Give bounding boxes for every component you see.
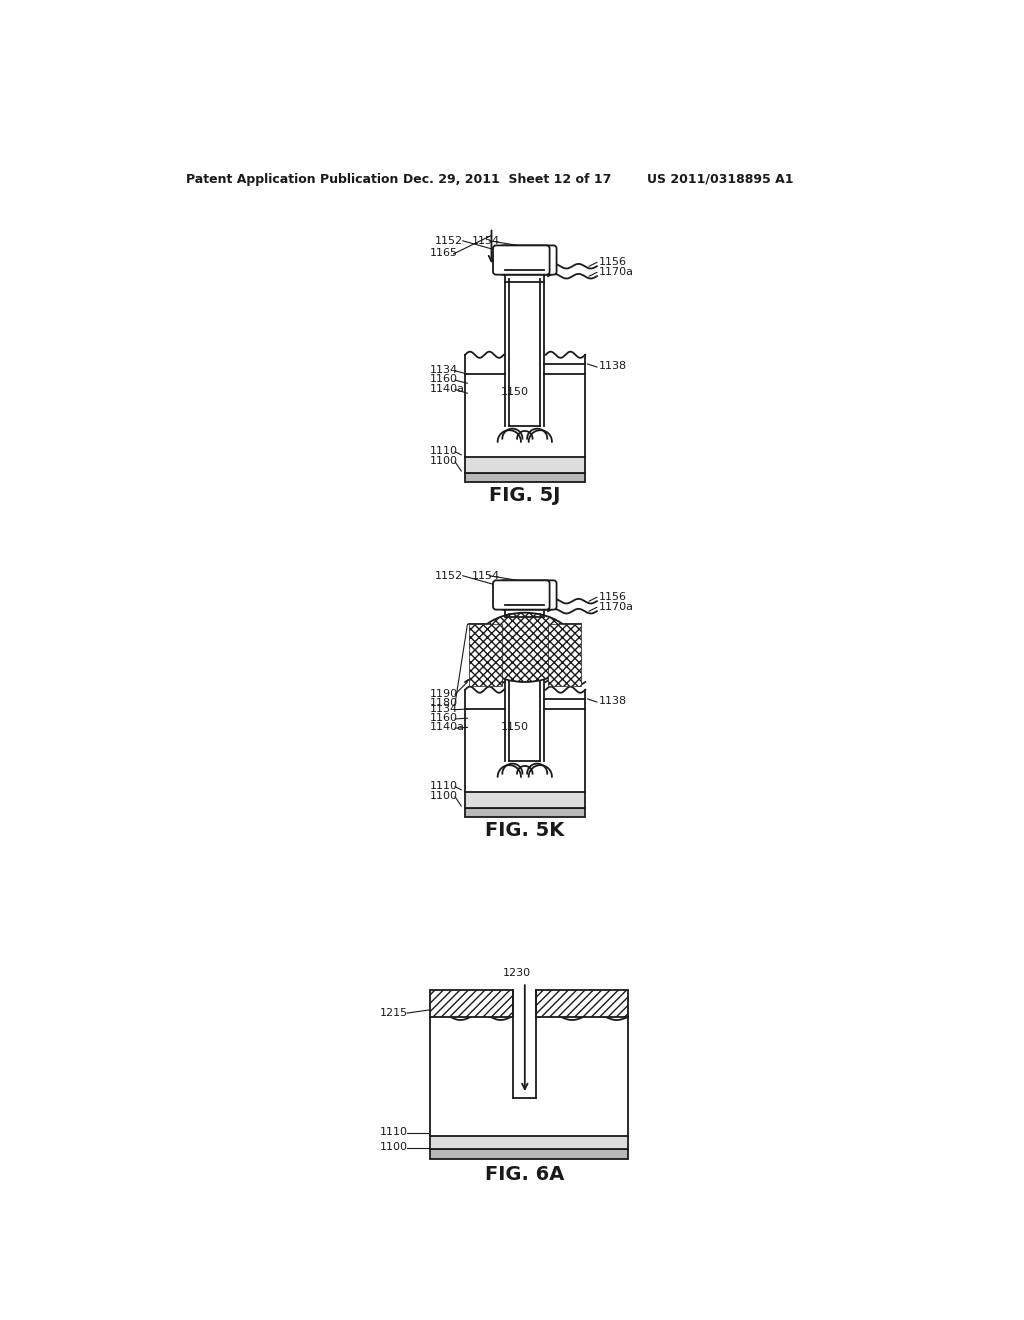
- Text: 1140a: 1140a: [430, 384, 465, 393]
- Text: FIG. 5J: FIG. 5J: [489, 486, 560, 506]
- Text: 1215: 1215: [380, 1008, 408, 1018]
- Text: 1156: 1156: [599, 591, 627, 602]
- FancyBboxPatch shape: [493, 246, 550, 275]
- Text: 1138: 1138: [599, 696, 628, 706]
- Text: 1152: 1152: [434, 236, 463, 246]
- Text: 1160: 1160: [430, 375, 459, 384]
- Text: 1110: 1110: [380, 1127, 408, 1138]
- Text: Dec. 29, 2011  Sheet 12 of 17: Dec. 29, 2011 Sheet 12 of 17: [403, 173, 611, 186]
- Text: 1138: 1138: [599, 362, 628, 371]
- Text: 1100: 1100: [380, 1142, 408, 1152]
- Text: 1110: 1110: [430, 781, 459, 791]
- Text: 1180: 1180: [430, 698, 459, 708]
- Bar: [465, 808, 586, 817]
- Bar: [430, 1150, 628, 1159]
- Text: 1170a: 1170a: [599, 267, 634, 277]
- Text: 1150: 1150: [501, 722, 528, 731]
- Text: 1230: 1230: [503, 968, 531, 978]
- Bar: [465, 457, 586, 473]
- Text: FIG. 5K: FIG. 5K: [485, 821, 564, 840]
- Bar: [469, 624, 502, 686]
- Bar: [430, 1137, 628, 1150]
- Text: Patent Application Publication: Patent Application Publication: [186, 173, 398, 186]
- Text: 1165: 1165: [430, 248, 459, 259]
- FancyBboxPatch shape: [500, 246, 557, 275]
- Text: 1140a: 1140a: [430, 722, 465, 733]
- Bar: [465, 792, 586, 808]
- Text: 1154: 1154: [472, 236, 501, 246]
- Text: 1150: 1150: [501, 387, 528, 397]
- Text: 1154: 1154: [472, 570, 501, 581]
- Text: 1190: 1190: [430, 689, 459, 698]
- Text: 1110: 1110: [430, 446, 459, 455]
- Bar: [465, 473, 586, 482]
- Text: FIG. 6A: FIG. 6A: [485, 1166, 564, 1184]
- Text: 1134: 1134: [430, 704, 459, 714]
- Text: 1100: 1100: [430, 791, 459, 801]
- Text: 1152: 1152: [434, 570, 463, 581]
- Text: US 2011/0318895 A1: US 2011/0318895 A1: [647, 173, 794, 186]
- FancyBboxPatch shape: [493, 581, 550, 610]
- Text: 1170a: 1170a: [599, 602, 634, 611]
- Text: 1156: 1156: [599, 256, 627, 267]
- FancyBboxPatch shape: [500, 581, 557, 610]
- Text: 1160: 1160: [430, 713, 459, 723]
- Bar: [537, 990, 628, 1016]
- Bar: [430, 990, 513, 1016]
- Bar: [548, 624, 582, 686]
- Text: 1100: 1100: [430, 455, 459, 466]
- Ellipse shape: [474, 612, 575, 682]
- Text: 1134: 1134: [430, 366, 459, 375]
